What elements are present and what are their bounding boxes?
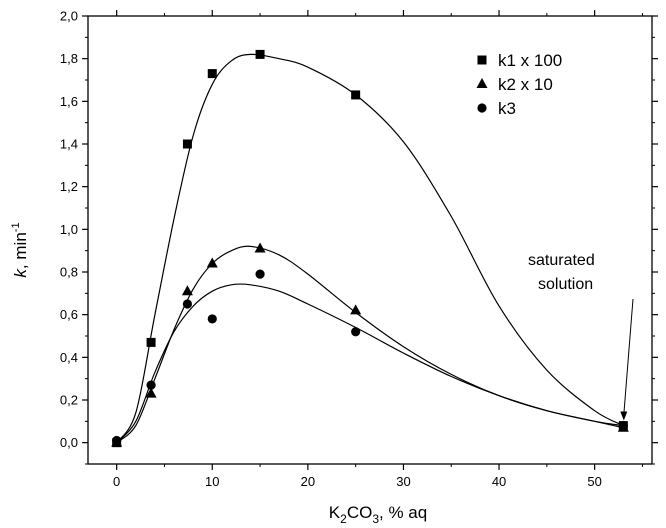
legend-label: k2 x 10 — [498, 75, 553, 94]
data-point — [206, 257, 218, 268]
data-point — [350, 304, 362, 315]
legend-label: k1 x 100 — [498, 51, 562, 70]
y-tick-label: 1,6 — [60, 94, 78, 109]
y-axis: 0,0 0,2 0,4 0,6 0,8 1,0 1,2 1,4 1,6 1,8 2,0 — [60, 9, 658, 465]
data-point — [207, 314, 217, 324]
annotation-arrow — [623, 298, 634, 415]
data-point — [146, 380, 156, 390]
data-point — [255, 49, 265, 59]
y-tick-label: 0,6 — [60, 307, 78, 322]
legend-label: k3 — [498, 99, 516, 118]
data-point — [145, 387, 157, 398]
y-tick-label: 1,2 — [60, 179, 78, 194]
plot-area-border — [87, 15, 653, 465]
data-point — [207, 69, 217, 79]
x-axis-title: K2CO3, % aq — [329, 503, 427, 526]
data-point — [146, 337, 156, 347]
y-axis-title: k, min-1 — [10, 222, 30, 277]
saturated-solution-annotation: saturated solution — [528, 252, 634, 421]
y-tick-label: 2,0 — [60, 9, 78, 24]
data-point — [255, 269, 265, 279]
x-tick-label: 30 — [396, 474, 410, 489]
legend-marker — [477, 103, 487, 113]
data-point — [181, 285, 193, 296]
x-tick-label: 40 — [492, 474, 506, 489]
data-point — [182, 139, 192, 149]
fit-curve — [116, 283, 624, 444]
legend-marker — [477, 55, 487, 65]
x-tick-label: 20 — [301, 474, 315, 489]
y-tick-label: 1,4 — [60, 137, 78, 152]
annotation-text: saturated — [528, 252, 595, 269]
y-tick-label: 1,0 — [60, 222, 78, 237]
fit-curve — [116, 53, 624, 444]
y-tick-label: 1,8 — [60, 51, 78, 66]
y-tick-label: 0,4 — [60, 350, 78, 365]
data-point — [618, 421, 628, 431]
annotation-arrowhead — [620, 411, 628, 421]
data-point — [182, 299, 193, 309]
data-point — [112, 435, 122, 446]
data-point — [254, 242, 266, 253]
x-axis: 0 10 20 30 40 50 — [113, 10, 643, 489]
x-tick-label: 50 — [587, 474, 601, 489]
x-tick-label: 10 — [205, 474, 219, 489]
legend: k1 x 100 k2 x 10 k3 — [476, 51, 562, 118]
legend-marker — [476, 78, 488, 88]
annotation-text: solution — [538, 276, 593, 293]
fit-curves — [116, 53, 624, 444]
x-tick-label: 0 — [113, 474, 120, 489]
y-tick-label: 0,0 — [60, 435, 78, 450]
y-tick-label: 0,8 — [60, 265, 78, 280]
data-markers — [111, 49, 629, 448]
data-point — [351, 90, 361, 100]
data-point — [351, 327, 361, 337]
y-tick-label: 0,2 — [60, 393, 78, 408]
plot-frame — [87, 15, 653, 465]
